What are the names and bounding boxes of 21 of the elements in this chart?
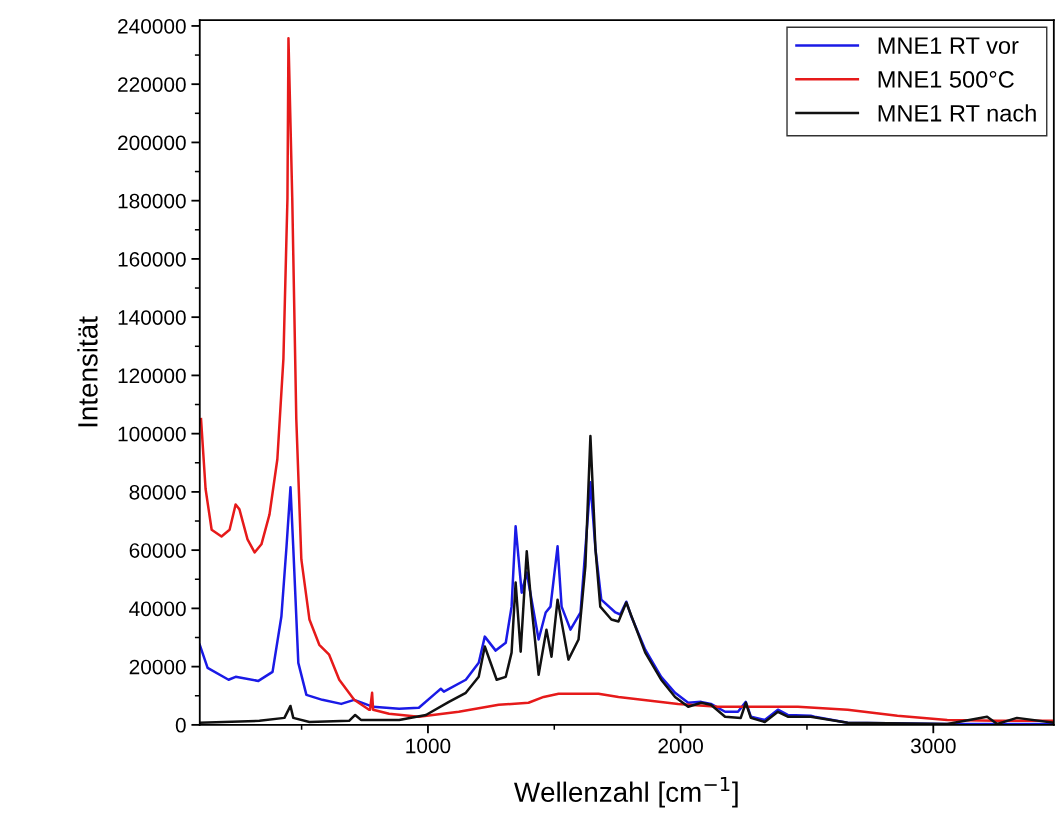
y-tick-label: 160000	[118, 251, 186, 267]
x-tick-label: 2000	[658, 738, 703, 754]
legend-label: MNE1 RT vor	[878, 37, 1019, 54]
x-tick-label: 3000	[910, 738, 956, 754]
y-tick-label: 220000	[118, 77, 186, 92]
y-tick-label: 180000	[118, 193, 186, 209]
x-axis-title: Wellenzahl [cm$^{−1}$]	[514, 776, 738, 808]
y-axis-title: Intensität	[77, 316, 98, 427]
y-tick-label: 240000	[118, 18, 186, 34]
y-tick-label: 40000	[129, 601, 186, 617]
y-tick-label: 140000	[118, 310, 186, 325]
legend-label: MNE1 RT nach	[878, 104, 1036, 122]
y-tick-label: 100000	[118, 426, 186, 442]
x-tick-label: 1000	[406, 738, 451, 754]
y-tick-label: 20000	[129, 659, 186, 675]
y-tick-label: 80000	[129, 484, 186, 500]
y-tick-label: 60000	[129, 543, 186, 558]
legend-label: MNE1 500°C	[878, 71, 1014, 88]
y-tick-label: 200000	[118, 135, 186, 151]
y-tick-label: 0	[175, 717, 186, 733]
y-tick-label: 120000	[118, 368, 186, 384]
